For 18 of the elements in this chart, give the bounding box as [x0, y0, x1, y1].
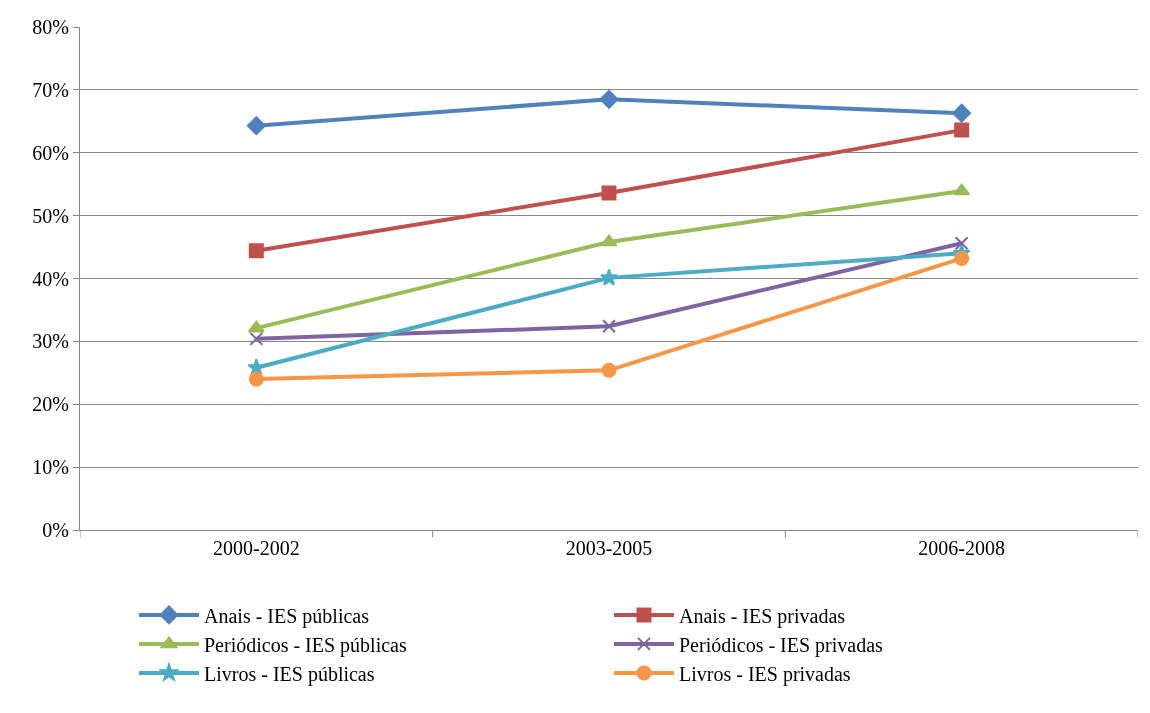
y-tick-label: 0% [42, 519, 69, 541]
x-tick-label: 2003-2005 [565, 537, 653, 559]
y-tick-label: 40% [32, 267, 69, 290]
y-tick-label: 20% [32, 393, 69, 416]
y-tick-label: 50% [32, 204, 69, 227]
x-tick-label: 2000-2002 [212, 537, 300, 559]
legend-label: Anais - IES públicas [204, 604, 370, 628]
y-tick-label: 10% [32, 456, 69, 479]
y-tick-label: 80% [32, 16, 69, 38]
legend-label: Periódicos - IES privadas [679, 633, 884, 657]
legend-label: Livros - IES privadas [679, 662, 851, 686]
y-tick-label: 70% [32, 78, 69, 101]
y-tick-label: 30% [32, 330, 69, 353]
x-tick-label: 2006-2008 [918, 537, 1006, 559]
legend-label: Livros - IES públicas [204, 662, 375, 686]
y-tick-label: 60% [32, 141, 69, 164]
legend-label: Periódicos - IES públicas [204, 633, 407, 657]
legend-label: Anais - IES privadas [679, 604, 846, 628]
